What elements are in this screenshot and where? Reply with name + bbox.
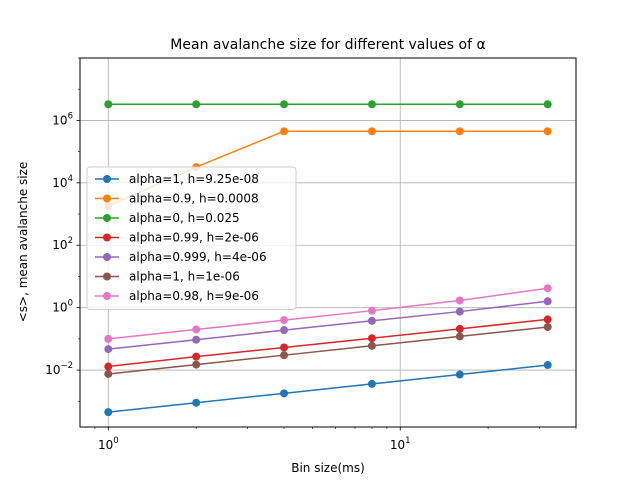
data-point [543,127,552,136]
legend-marker [103,214,111,222]
data-point [192,398,201,407]
data-point [192,100,201,109]
legend-item: alpha=0.98, h=9e-06 [95,289,259,303]
series-4 [104,297,552,354]
x-axis-label: Bin size(ms) [291,461,365,475]
data-point [280,343,289,352]
data-point [104,334,113,343]
y-tick-label: 104 [52,174,73,190]
legend-label: alpha=0.99, h=2e-06 [129,231,259,245]
legend-marker [103,292,111,300]
legend-item: alpha=1, h=9.25e-08 [95,172,259,186]
y-tick-label: 100 [52,299,73,315]
legend-marker [103,272,111,281]
legend-label: alpha=0.9, h=0.0008 [129,192,259,206]
data-point [280,127,289,136]
series-3 [104,315,552,371]
series-6 [104,284,552,343]
data-point [104,369,113,378]
data-point [367,341,376,350]
y-axis-label: <s>, mean avalanche size [16,162,30,323]
data-point [367,316,376,325]
legend-item: alpha=0.99, h=2e-06 [95,231,259,245]
series-line [108,287,548,340]
series-0 [104,361,552,417]
data-point [543,315,552,324]
chart-title: Mean avalanche size for different values… [170,37,485,53]
series-5 [104,323,552,378]
x-tick-label: 100 [98,436,119,452]
data-point [104,362,113,371]
data-point [367,379,376,388]
data-point [543,297,552,306]
legend-label: alpha=0, h=0.025 [129,211,240,225]
data-point [367,127,376,136]
data-point [104,100,113,109]
y-tick-label: 106 [52,111,73,127]
data-point [367,100,376,109]
data-point [455,307,464,316]
legend-box [86,166,297,310]
legend-label: alpha=1, h=1e-06 [129,270,240,284]
data-point [367,306,376,315]
series-line [108,364,548,413]
axes-frame [79,57,577,428]
data-point [455,370,464,379]
series-line [108,326,548,375]
data-point [543,361,552,370]
data-point [367,334,376,343]
data-point [280,326,289,335]
legend: alpha=1, h=9.25e-08 alpha=0.9, h=0.0008 al… [86,166,297,310]
y-tick-label: 102 [52,236,73,252]
data-point [543,100,552,109]
data-point [455,296,464,305]
legend-marker [103,233,111,242]
data-point [455,332,464,341]
data-point [543,323,552,332]
legend-label: alpha=0.999, h=4e-06 [129,250,267,264]
legend-marker [103,253,111,261]
data-point [104,345,113,354]
legend-label: alpha=0.98, h=9e-06 [129,289,259,303]
legend-item: alpha=0.999, h=4e-06 [95,250,267,264]
legend-item: alpha=1, h=1e-06 [95,270,240,284]
data-point [280,351,289,360]
legend-label: alpha=1, h=9.25e-08 [129,172,259,186]
data-point [192,352,201,361]
series-2 [104,100,552,109]
legend-item: alpha=0.9, h=0.0008 [95,192,259,206]
data-point [280,316,289,325]
series-line [108,300,548,350]
data-point [455,127,464,136]
data-point [280,389,289,398]
data-point [543,284,552,293]
data-point [280,100,289,109]
legend-marker [103,194,111,203]
data-point [104,408,113,417]
x-tick-label: 101 [390,436,411,452]
axis-ticks: 100 101 10−2 100 102 104 106 [45,57,577,452]
y-tick-label: 10−2 [45,361,73,377]
data-point [455,100,464,109]
data-point [192,325,201,334]
legend-marker [103,175,111,183]
series-line [108,318,548,368]
data-point [455,324,464,333]
data-point [192,335,201,344]
data-point [192,360,201,369]
legend-item: alpha=0, h=0.025 [95,211,240,225]
